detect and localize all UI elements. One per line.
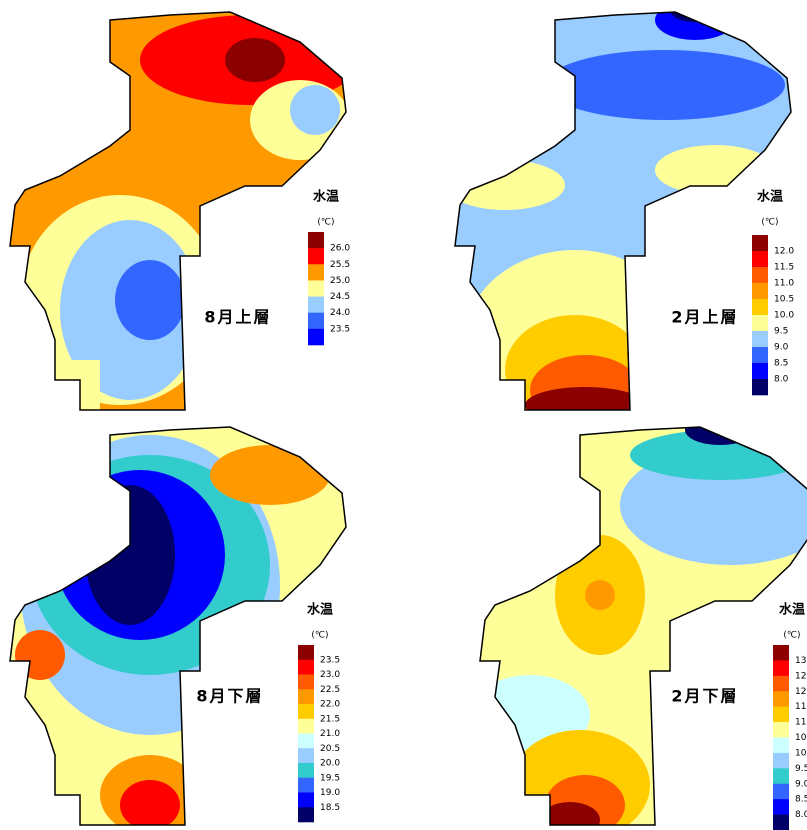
legend-label: 21.0 (320, 729, 340, 739)
legend-unit: (℃) (311, 631, 328, 641)
legend-label: 8.5 (774, 359, 788, 369)
legend-unit: (℃) (783, 631, 800, 641)
legend-swatch (298, 659, 314, 675)
legend-swatch (308, 296, 324, 314)
legend-label: 11.5 (795, 702, 807, 712)
legend-label: 25.0 (330, 276, 350, 286)
legend-label: 9.0 (774, 343, 789, 353)
legend-label: 20.5 (320, 744, 340, 754)
legend-swatch (773, 706, 789, 723)
legend-swatch (298, 777, 314, 793)
legend-swatch (308, 312, 324, 330)
legend-label: 19.5 (320, 773, 340, 783)
legend-label: 11.0 (795, 718, 807, 728)
legend-unit: (℃) (761, 218, 778, 228)
legend-title: 水温 (779, 602, 805, 618)
legend-swatch (773, 799, 789, 815)
legend-swatch (308, 280, 324, 297)
legend-label: 22.5 (320, 685, 340, 695)
legend-swatch (298, 748, 314, 764)
panel-label: 2月上層 (671, 308, 738, 327)
legend-swatch (298, 645, 314, 661)
legend-label: 19.0 (320, 788, 340, 798)
legend-swatch (752, 315, 768, 332)
legend-label: 11.5 (774, 263, 794, 273)
legend-label: 25.5 (330, 260, 350, 270)
legend-label: 21.5 (320, 714, 340, 724)
legend-swatch (308, 328, 324, 346)
legend-swatch (298, 807, 314, 823)
legend-label: 20.0 (320, 759, 340, 769)
legend-swatch (752, 379, 768, 396)
legend-label: 24.5 (330, 292, 350, 302)
legend-label: 10.0 (795, 748, 807, 758)
legend-swatch (752, 235, 768, 252)
legend-swatch (298, 718, 314, 734)
legend-swatch (773, 722, 789, 738)
legend-swatch (298, 763, 314, 779)
legend-swatch (773, 783, 789, 800)
legend-label: 11.0 (774, 279, 794, 289)
legend-label: 10.5 (774, 295, 794, 305)
legend-swatch (773, 645, 789, 661)
legend-label: 26.0 (330, 244, 350, 254)
map-panel (454, 11, 792, 411)
legend-label: 10.0 (774, 311, 794, 321)
legend-swatch (298, 674, 314, 690)
legend-label: 9.5 (774, 327, 788, 337)
legend-swatch (752, 363, 768, 380)
legend-title: 水温 (307, 602, 333, 618)
legend-swatch (308, 264, 324, 281)
legend-swatch (752, 267, 768, 284)
legend-swatch (308, 248, 324, 265)
map-panel (9, 11, 347, 411)
legend-swatch (752, 347, 768, 364)
legend-swatch (773, 814, 789, 830)
legend-label: 12.0 (774, 247, 794, 257)
legend-swatch (298, 792, 314, 808)
legend-label: 9.5 (795, 764, 807, 774)
panel-label: 8月上層 (204, 308, 271, 327)
legend-label: 12.5 (795, 671, 807, 681)
legend-label: 13.0 (795, 656, 807, 666)
map-panel (479, 426, 807, 826)
legend-label: 8.0 (774, 375, 789, 385)
legend-swatch (773, 675, 789, 692)
legend-title: 水温 (757, 189, 783, 205)
legend-label: 23.5 (320, 655, 340, 665)
legend-title: 水温 (313, 189, 339, 205)
legend-label: 12.0 (795, 687, 807, 697)
legend-label: 18.5 (320, 803, 340, 813)
legend-swatch (773, 737, 789, 754)
legend-swatch (298, 733, 314, 749)
legend-swatch (752, 299, 768, 316)
legend-swatch (773, 768, 789, 785)
legend-swatch (298, 689, 314, 705)
legend-swatch (752, 283, 768, 300)
legend-label: 8.5 (795, 795, 807, 805)
legend-label: 10.5 (795, 733, 807, 743)
panel-label: 8月下層 (196, 687, 263, 706)
legend-swatch (308, 232, 324, 249)
legend-swatch (298, 704, 314, 720)
panel-label: 2月下層 (671, 687, 738, 706)
legend-swatch (773, 752, 789, 769)
legend-label: 23.5 (330, 324, 350, 334)
legend-swatch (773, 691, 789, 707)
legend-label: 8.0 (795, 810, 807, 820)
legend-label: 23.0 (320, 670, 340, 680)
legend-label: 24.0 (330, 308, 350, 318)
legend-swatch (752, 331, 768, 348)
legend-label: 9.0 (795, 779, 807, 789)
legend-label: 22.0 (320, 700, 340, 710)
legend-unit: (℃) (317, 218, 334, 228)
legend-swatch (773, 660, 789, 677)
legend-swatch (752, 251, 768, 268)
